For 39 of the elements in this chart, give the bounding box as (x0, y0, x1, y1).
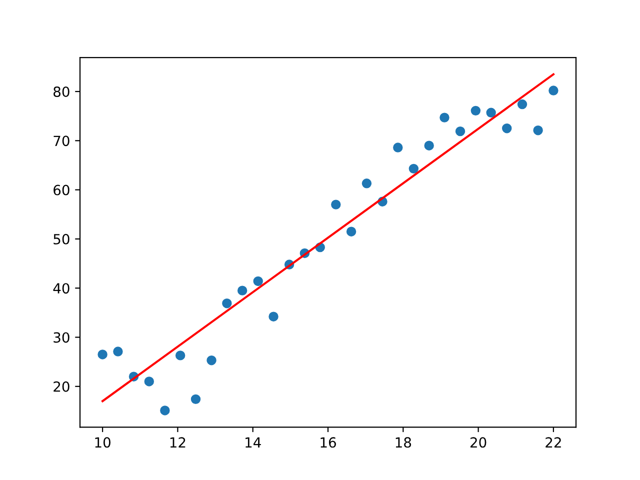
point (175, 350, 186, 360)
y-tick-label: 70 (54, 136, 70, 146)
point (190, 394, 201, 404)
y-tick-label: 80 (54, 86, 70, 97)
point (455, 126, 466, 136)
x-tick-label: 16 (320, 437, 336, 448)
point (424, 140, 434, 150)
x-tick-label: 22 (546, 437, 561, 448)
point (408, 164, 419, 174)
point (98, 350, 108, 360)
point (331, 200, 341, 210)
point (517, 99, 528, 110)
point (253, 276, 263, 286)
x-tick-label: 20 (470, 437, 486, 448)
point (362, 178, 372, 188)
point (268, 312, 278, 322)
point (160, 406, 170, 416)
point (440, 112, 450, 122)
point (393, 142, 403, 152)
point (346, 226, 356, 236)
point (486, 108, 496, 118)
y-tick-label: 20 (54, 381, 70, 392)
point (113, 346, 123, 356)
y-tick-label: 60 (54, 184, 70, 196)
x-tick-label: 12 (170, 437, 186, 448)
point (502, 124, 512, 134)
point (144, 376, 154, 386)
point (548, 86, 558, 96)
x-tick-label: 10 (95, 437, 110, 448)
point (222, 298, 232, 308)
y-tick-label: 30 (54, 332, 70, 343)
x-tick-label: 14 (246, 437, 261, 448)
y-tick-label: 40 (53, 283, 70, 294)
point (237, 286, 248, 296)
point (206, 355, 216, 366)
point (533, 125, 543, 136)
x-tick-label: 18 (396, 437, 412, 448)
y-tick-label: 50 (54, 234, 70, 244)
point (470, 106, 481, 116)
